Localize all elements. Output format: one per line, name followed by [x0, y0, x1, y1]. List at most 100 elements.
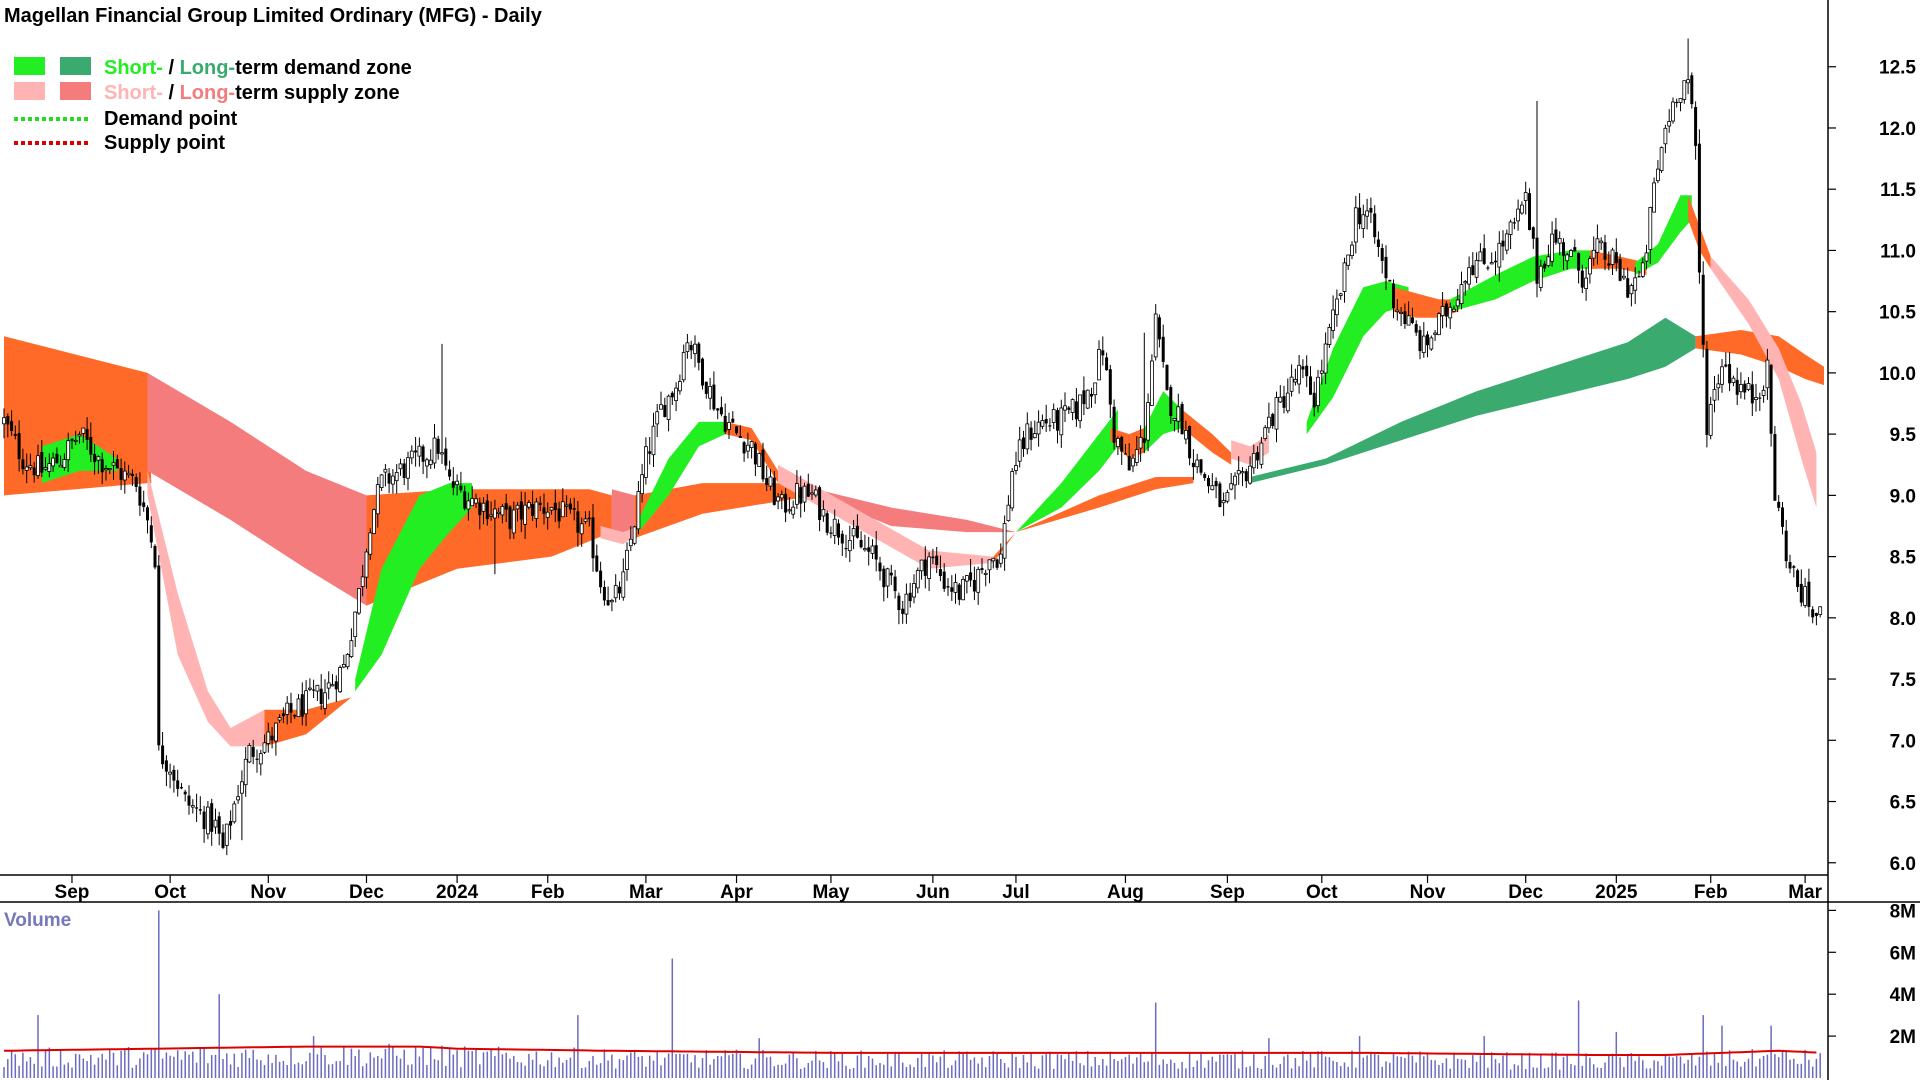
candle-body [1040, 420, 1045, 427]
y-tick-label: 11.5 [1880, 180, 1916, 201]
candle-body [663, 405, 667, 417]
candle-body [1626, 278, 1630, 298]
candle-body [409, 450, 414, 459]
candle-body [1010, 471, 1015, 509]
candle-body [195, 807, 199, 809]
candle-body [1403, 311, 1407, 324]
candle-body [1070, 399, 1075, 413]
candle-body [791, 506, 796, 515]
candles-layer [2, 38, 1823, 856]
candle-body [708, 385, 712, 399]
candle-body [1516, 208, 1520, 222]
x-tick-label: Feb [531, 882, 565, 903]
candle-body [655, 411, 660, 425]
x-tick-label: Sep [55, 882, 90, 903]
x-tick-label: Apr [720, 882, 753, 903]
candle-body [1459, 284, 1464, 305]
candle-body [1494, 260, 1497, 263]
candle-body [666, 395, 671, 421]
volume-layer [3, 910, 1821, 1078]
zone-band-7 [611, 489, 635, 539]
candle-body [1191, 462, 1195, 468]
candle-body [1131, 457, 1135, 467]
candle-body [1784, 530, 1788, 562]
candle-body [821, 508, 826, 517]
candle-body [1788, 562, 1792, 569]
candle-body [1165, 365, 1169, 390]
candle-body [1652, 182, 1656, 213]
candle-body [847, 540, 852, 552]
chart-title: Magellan Financial Group Limited Ordinar… [4, 5, 543, 27]
candle-body [1610, 249, 1615, 265]
zones-layer [4, 195, 1824, 747]
candle-body [1746, 383, 1751, 390]
x-tick-label: May [812, 882, 849, 903]
candle-body [583, 518, 588, 522]
candle-body [825, 513, 829, 533]
candle-body [998, 553, 1003, 564]
candle-body [142, 502, 146, 508]
legend-long-text: Long- [180, 57, 236, 79]
candle-body [1803, 586, 1807, 606]
candle-body [779, 494, 784, 499]
candle-body [440, 452, 444, 455]
candle-body [1233, 475, 1237, 486]
legend-rest-text: term supply zone [235, 82, 399, 104]
candle-body [1773, 434, 1777, 501]
candle-body [432, 437, 437, 464]
y-tick-label: 7.0 [1890, 731, 1916, 752]
candle-body [1410, 317, 1414, 323]
candle-body [474, 498, 478, 504]
candle-body [1358, 207, 1362, 225]
candle-body [1063, 405, 1067, 411]
candle-body [1656, 168, 1660, 182]
candle-body [1705, 348, 1709, 435]
candle-body [1248, 465, 1252, 484]
candle-body [1591, 249, 1596, 259]
candle-body [738, 436, 742, 438]
candle-body [810, 492, 814, 495]
candle-body [957, 584, 961, 600]
candle-body [43, 467, 48, 470]
candle-body [670, 392, 674, 398]
candle-body [161, 745, 165, 765]
x-tick-label: Dec [1508, 882, 1543, 903]
candle-body [1520, 204, 1524, 214]
candle-body [1565, 254, 1570, 262]
x-tick-label: Mar [629, 882, 663, 903]
candle-body [674, 387, 678, 402]
candle-body [1455, 299, 1460, 307]
candle-body [24, 466, 29, 471]
candle-body [62, 459, 67, 468]
candle-body [190, 805, 195, 808]
candle-body [515, 504, 520, 510]
candle-body [1554, 229, 1558, 243]
y-tick-label: 6.0 [1890, 854, 1916, 875]
candle-body [991, 557, 996, 562]
candle-body [1157, 317, 1161, 340]
candle-body [164, 760, 168, 772]
candle-body [100, 459, 104, 473]
candle-body [553, 502, 557, 511]
candle-body [217, 816, 221, 834]
candle-body [987, 559, 992, 571]
candle-body [802, 485, 807, 503]
candle-body [961, 579, 965, 601]
candle-body [1395, 309, 1400, 313]
candle-body [1172, 417, 1177, 421]
candle-body [1758, 397, 1762, 399]
candle-body [1474, 260, 1479, 278]
candle-body [765, 478, 769, 486]
candle-body [180, 787, 183, 789]
candle-body [942, 571, 946, 589]
candle-body [1739, 384, 1743, 393]
candle-body [345, 654, 350, 668]
candle-body [10, 421, 14, 431]
candle-body [360, 576, 365, 587]
candle-body [489, 514, 494, 517]
candle-body [40, 452, 44, 473]
candle-body [1580, 270, 1584, 288]
candle-body [1528, 193, 1531, 230]
candle-body [878, 562, 882, 572]
